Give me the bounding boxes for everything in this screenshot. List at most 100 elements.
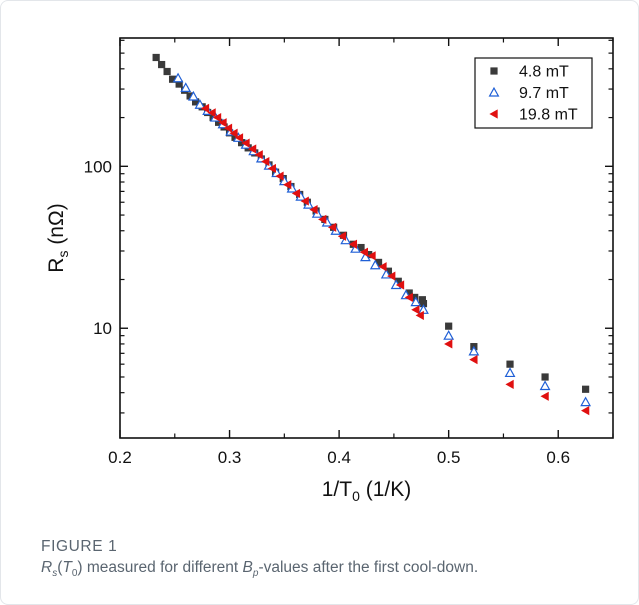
data-point-series-2 [410, 296, 422, 307]
data-point-series-1 [384, 267, 393, 275]
data-point-series-2 [172, 72, 184, 83]
data-point-series-3 [378, 262, 387, 272]
x-axis-title: 1/T0 (1/K) [322, 478, 411, 504]
data-point-series-2 [350, 243, 361, 253]
data-point-series-1 [152, 53, 160, 62]
data-point-series-3 [275, 171, 284, 181]
data-point-series-3 [359, 247, 368, 257]
caption-part: B [242, 559, 253, 576]
data-point-series-3 [348, 239, 358, 249]
data-point-series-1 [411, 293, 419, 302]
caption-part: 0 [71, 568, 78, 580]
data-point-series-1 [238, 139, 246, 147]
data-point-series-2 [443, 330, 455, 340]
x-tick-label: 0.2 [108, 448, 132, 467]
legend-label-series-2: 9.7 mT [519, 85, 569, 102]
data-point-series-3 [415, 310, 424, 321]
data-point-series-3 [300, 196, 309, 206]
legend-marker-series-2 [488, 86, 500, 97]
data-point-series-1 [541, 373, 549, 381]
data-point-series-1 [418, 296, 426, 304]
data-point-series-3 [223, 123, 233, 133]
data-point-series-3 [241, 138, 250, 148]
data-point-series-1 [215, 118, 223, 126]
legend-label-series-3: 19.8 mT [519, 107, 578, 124]
data-point-series-3 [247, 144, 257, 154]
figure-caption: FIGURE 1 Rs(T0) measured for different B… [41, 538, 621, 579]
data-point-series-3 [327, 222, 337, 232]
data-point-series-3 [207, 108, 216, 118]
y-tick-label: 100 [84, 157, 112, 176]
data-point-series-3 [444, 339, 453, 349]
data-point-series-3 [283, 180, 292, 190]
data-point-series-2 [194, 99, 206, 109]
caption-part: s [52, 568, 58, 580]
data-point-series-3 [540, 391, 549, 401]
data-point-series-1 [186, 92, 194, 100]
data-point-series-1 [158, 60, 166, 69]
x-tick-label: 0.6 [546, 448, 570, 467]
data-point-series-3 [469, 355, 478, 365]
data-point-series-1 [175, 80, 183, 88]
data-point-series-1 [419, 299, 428, 308]
caption-part: ( [57, 559, 63, 576]
data-point-series-3 [229, 128, 238, 138]
caption-part: -values after the first cool-down. [258, 559, 479, 576]
data-point-series-3 [212, 112, 222, 123]
data-point-series-3 [505, 379, 514, 390]
data-point-series-3 [404, 292, 413, 303]
data-point-series-3 [581, 406, 590, 416]
data-point-series-3 [395, 280, 405, 290]
y-tick-label: 10 [93, 319, 112, 338]
data-point-series-1 [506, 360, 514, 368]
data-point-series-3 [200, 103, 210, 113]
data-point-series-3 [367, 251, 376, 261]
data-point-series-3 [218, 118, 227, 128]
data-point-series-3 [234, 133, 244, 143]
caption-part: T [62, 559, 72, 576]
data-point-series-1 [191, 98, 200, 106]
data-point-series-3 [291, 188, 301, 199]
data-point-series-3 [387, 271, 396, 281]
data-point-series-1 [582, 385, 590, 393]
data-point-series-1 [163, 67, 171, 76]
data-point-series-3 [261, 156, 270, 167]
data-point-series-3 [411, 305, 420, 315]
data-point-series-2 [468, 345, 480, 356]
data-point-series-1 [231, 133, 239, 141]
y-axis-title: Rs (nΩ) [45, 203, 71, 272]
data-point-series-2 [504, 367, 516, 378]
data-point-series-2 [180, 82, 192, 93]
data-point-series-3 [318, 214, 327, 225]
data-point-series-2 [369, 259, 381, 270]
data-point-series-3 [267, 163, 276, 174]
x-tick-label: 0.3 [218, 448, 242, 467]
data-point-series-1 [357, 243, 365, 252]
data-point-series-3 [254, 150, 263, 160]
legend-marker-series-1 [490, 67, 498, 75]
figure-label: FIGURE 1 [41, 538, 118, 555]
caption-part: ) measured for different [77, 559, 243, 576]
data-point-series-1 [405, 289, 413, 297]
caption-part: R [41, 559, 53, 576]
plot-frame [119, 37, 614, 439]
data-point-series-2 [359, 251, 371, 262]
data-point-series-3 [309, 205, 318, 215]
x-tick-label: 0.5 [437, 448, 461, 467]
data-point-series-1 [445, 322, 453, 330]
data-point-series-1 [374, 258, 383, 267]
rs-vs-inverse-temperature-chart: 0.2 0.3 0.4 0.5 0.6 10 100 1/T0 (1/K) Rs (nΩ) 4.8… [45, 37, 614, 504]
legend-marker-series-3 [489, 109, 498, 119]
x-tick-label: 0.4 [327, 448, 351, 467]
caption-part: p [252, 568, 259, 580]
data-point-series-2 [187, 90, 199, 101]
data-point-series-2 [580, 396, 592, 407]
data-point-series-3 [337, 231, 347, 241]
data-point-series-1 [168, 75, 177, 83]
data-point-series-1 [365, 250, 373, 259]
caption-text: Rs(T0) measured for different Bp-values … [41, 559, 621, 579]
data-point-series-1 [394, 277, 402, 285]
data-point-series-2 [539, 380, 551, 391]
legend-label-series-1: 4.8 mT [519, 64, 569, 81]
